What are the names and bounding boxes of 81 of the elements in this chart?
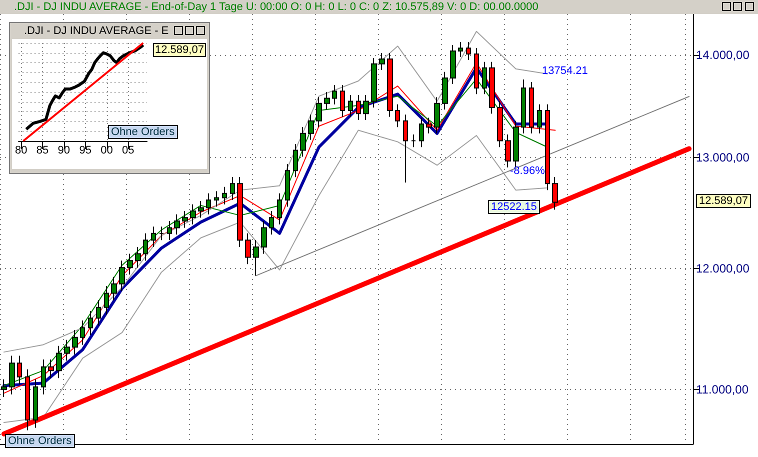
candlestick	[167, 220, 172, 241]
annotation: Ohne Orders	[108, 125, 178, 139]
candlestick	[529, 81, 534, 134]
candlestick	[356, 94, 361, 120]
candlestick	[230, 176, 235, 200]
candlestick	[261, 220, 267, 254]
candlestick	[419, 117, 424, 148]
x-tick-label: 95	[79, 144, 92, 156]
candlestick	[537, 104, 542, 134]
candlestick	[497, 100, 503, 148]
x-tick-label: 05	[122, 144, 134, 156]
candlestick	[104, 286, 109, 316]
candlestick	[285, 164, 290, 208]
candlestick	[182, 210, 188, 228]
candlestick	[190, 204, 196, 225]
candlestick	[348, 94, 353, 118]
candlestick	[135, 246, 141, 268]
candlestick	[33, 378, 38, 428]
y-tick-label: 13.000,00	[696, 150, 750, 165]
chart-title: .DJI - DJ INDU AVERAGE - End-of-Day 1 Tage U: 00:00 O: 0 H: 0 L: 0 C: 0 Z: 10.575,89 V: 0 D: 00.00.0000	[14, 0, 538, 14]
candlestick	[237, 176, 243, 248]
y-tick-label: 14.000,00	[696, 48, 750, 62]
candlestick	[119, 260, 125, 292]
candlestick	[316, 96, 322, 128]
candlestick	[403, 114, 408, 183]
annotation: 13754.21	[542, 65, 588, 77]
y-tick-label: 11.000,00	[696, 382, 749, 396]
candlestick	[245, 232, 251, 265]
candlestick	[127, 253, 133, 276]
annotation: -8.96%	[510, 165, 545, 177]
candlestick	[56, 345, 62, 379]
candlestick	[151, 226, 156, 248]
candlestick	[458, 42, 463, 58]
candlestick	[269, 210, 274, 235]
candlestick	[513, 120, 519, 168]
candlestick	[300, 126, 306, 158]
candlestick	[17, 355, 22, 385]
x-tick-label: 00	[100, 144, 113, 156]
candlestick	[308, 114, 314, 140]
candlestick	[545, 104, 550, 191]
candlestick	[521, 79, 526, 134]
candlestick	[222, 186, 227, 205]
candlestick	[174, 214, 180, 235]
x-tick-label: 80	[14, 144, 28, 156]
candlestick	[332, 84, 337, 105]
candlestick	[48, 358, 54, 379]
candlestick	[434, 96, 440, 134]
candlestick	[324, 92, 330, 110]
candlestick	[80, 320, 85, 346]
y-tick-label: 12.000,00	[696, 262, 750, 276]
annotation: Ohne Orders	[5, 434, 75, 448]
candlestick	[363, 94, 369, 120]
x-tick-label: 85	[36, 144, 49, 156]
candlestick	[64, 339, 70, 362]
candlestick	[450, 44, 456, 85]
chart-title: .DJI - DJ INDU AVERAGE - E	[24, 25, 170, 37]
candlestick	[198, 200, 204, 218]
candlestick	[466, 42, 471, 60]
candlestick	[96, 300, 101, 326]
candlestick	[505, 134, 511, 168]
candlestick	[395, 104, 400, 128]
candlestick	[206, 192, 211, 215]
candlestick	[340, 84, 345, 118]
candlestick	[214, 190, 219, 208]
candlestick	[143, 232, 148, 262]
candlestick	[293, 143, 298, 178]
candlestick	[111, 276, 117, 301]
candlestick	[88, 310, 93, 336]
candlestick	[277, 192, 282, 225]
candlestick	[72, 330, 78, 356]
candlestick	[379, 52, 385, 70]
candlestick	[159, 226, 164, 241]
annotation: 12.589,07	[153, 43, 206, 57]
candlestick	[442, 71, 448, 110]
candlestick	[552, 176, 558, 210]
annotation: 12522.15	[488, 200, 540, 214]
candlestick	[411, 134, 416, 148]
candlestick	[426, 117, 432, 134]
candlestick	[253, 240, 259, 276]
text: 12.589,07	[696, 194, 751, 208]
x-tick-label: 90	[58, 144, 70, 156]
